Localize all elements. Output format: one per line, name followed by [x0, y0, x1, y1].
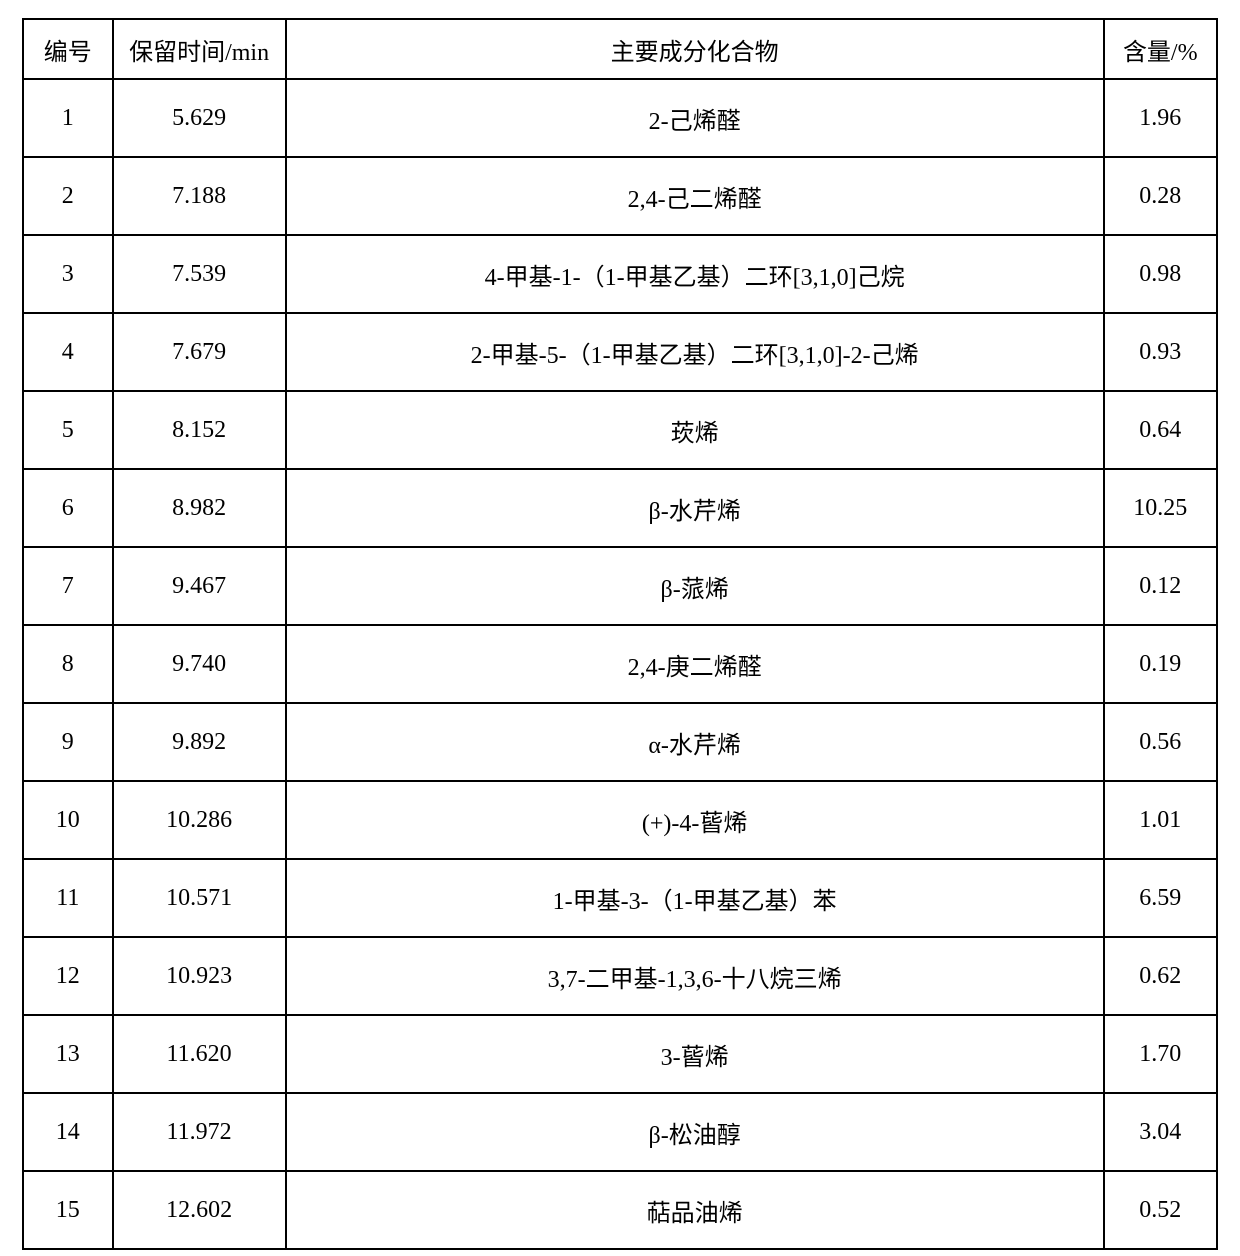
cell-compound: β-水芹烯	[286, 469, 1104, 547]
cell-retention: 8.982	[113, 469, 286, 547]
col-header-content: 含量/%	[1104, 19, 1217, 79]
table-row: 5 8.152 莰烯 0.64	[23, 391, 1217, 469]
cell-content: 0.52	[1104, 1171, 1217, 1249]
cell-id: 14	[23, 1093, 113, 1171]
cell-id: 10	[23, 781, 113, 859]
cell-compound: 4-甲基-1-（1-甲基乙基）二环[3,1,0]己烷	[286, 235, 1104, 313]
table-row: 9 9.892 α-水芹烯 0.56	[23, 703, 1217, 781]
cell-id: 1	[23, 79, 113, 157]
cell-retention: 8.152	[113, 391, 286, 469]
cell-content: 3.04	[1104, 1093, 1217, 1171]
cell-content: 0.19	[1104, 625, 1217, 703]
cell-retention: 12.602	[113, 1171, 286, 1249]
cell-id: 8	[23, 625, 113, 703]
cell-id: 12	[23, 937, 113, 1015]
cell-compound: 3-蒈烯	[286, 1015, 1104, 1093]
table-row: 15 12.602 萜品油烯 0.52	[23, 1171, 1217, 1249]
cell-id: 9	[23, 703, 113, 781]
cell-compound: 1-甲基-3-（1-甲基乙基）苯	[286, 859, 1104, 937]
col-header-id: 编号	[23, 19, 113, 79]
table-row: 11 10.571 1-甲基-3-（1-甲基乙基）苯 6.59	[23, 859, 1217, 937]
cell-retention: 5.629	[113, 79, 286, 157]
table-row: 7 9.467 β-蒎烯 0.12	[23, 547, 1217, 625]
cell-compound: 2,4-己二烯醛	[286, 157, 1104, 235]
cell-id: 3	[23, 235, 113, 313]
cell-retention: 10.923	[113, 937, 286, 1015]
cell-content: 1.96	[1104, 79, 1217, 157]
cell-id: 7	[23, 547, 113, 625]
cell-retention: 9.892	[113, 703, 286, 781]
cell-content: 0.56	[1104, 703, 1217, 781]
cell-retention: 9.740	[113, 625, 286, 703]
cell-content: 0.28	[1104, 157, 1217, 235]
cell-id: 13	[23, 1015, 113, 1093]
cell-compound: 莰烯	[286, 391, 1104, 469]
table-row: 3 7.539 4-甲基-1-（1-甲基乙基）二环[3,1,0]己烷 0.98	[23, 235, 1217, 313]
cell-retention: 7.188	[113, 157, 286, 235]
cell-compound: β-蒎烯	[286, 547, 1104, 625]
table-row: 1 5.629 2-己烯醛 1.96	[23, 79, 1217, 157]
cell-content: 1.70	[1104, 1015, 1217, 1093]
cell-compound: 3,7-二甲基-1,3,6-十八烷三烯	[286, 937, 1104, 1015]
table-row: 14 11.972 β-松油醇 3.04	[23, 1093, 1217, 1171]
cell-id: 5	[23, 391, 113, 469]
cell-content: 0.62	[1104, 937, 1217, 1015]
cell-retention: 7.539	[113, 235, 286, 313]
cell-compound: 2-己烯醛	[286, 79, 1104, 157]
table-body: 1 5.629 2-己烯醛 1.96 2 7.188 2,4-己二烯醛 0.28…	[23, 79, 1217, 1249]
cell-content: 0.93	[1104, 313, 1217, 391]
table-row: 6 8.982 β-水芹烯 10.25	[23, 469, 1217, 547]
cell-content: 6.59	[1104, 859, 1217, 937]
table-row: 8 9.740 2,4-庚二烯醛 0.19	[23, 625, 1217, 703]
cell-content: 0.98	[1104, 235, 1217, 313]
table-row: 13 11.620 3-蒈烯 1.70	[23, 1015, 1217, 1093]
cell-content: 10.25	[1104, 469, 1217, 547]
cell-id: 2	[23, 157, 113, 235]
col-header-retention: 保留时间/min	[113, 19, 286, 79]
table-row: 10 10.286 (+)-4-蒈烯 1.01	[23, 781, 1217, 859]
cell-retention: 11.620	[113, 1015, 286, 1093]
cell-content: 1.01	[1104, 781, 1217, 859]
cell-id: 6	[23, 469, 113, 547]
cell-id: 15	[23, 1171, 113, 1249]
cell-retention: 10.571	[113, 859, 286, 937]
cell-id: 4	[23, 313, 113, 391]
cell-compound: 萜品油烯	[286, 1171, 1104, 1249]
cell-compound: β-松油醇	[286, 1093, 1104, 1171]
cell-compound: 2-甲基-5-（1-甲基乙基）二环[3,1,0]-2-己烯	[286, 313, 1104, 391]
cell-compound: (+)-4-蒈烯	[286, 781, 1104, 859]
col-header-compound: 主要成分化合物	[286, 19, 1104, 79]
cell-compound: 2,4-庚二烯醛	[286, 625, 1104, 703]
cell-retention: 7.679	[113, 313, 286, 391]
table-row: 4 7.679 2-甲基-5-（1-甲基乙基）二环[3,1,0]-2-己烯 0.…	[23, 313, 1217, 391]
cell-id: 11	[23, 859, 113, 937]
table-row: 2 7.188 2,4-己二烯醛 0.28	[23, 157, 1217, 235]
cell-retention: 11.972	[113, 1093, 286, 1171]
cell-content: 0.12	[1104, 547, 1217, 625]
cell-retention: 10.286	[113, 781, 286, 859]
table-row: 12 10.923 3,7-二甲基-1,3,6-十八烷三烯 0.62	[23, 937, 1217, 1015]
cell-compound: α-水芹烯	[286, 703, 1104, 781]
cell-retention: 9.467	[113, 547, 286, 625]
cell-content: 0.64	[1104, 391, 1217, 469]
page: 编号 保留时间/min 主要成分化合物 含量/% 1 5.629 2-己烯醛 1…	[0, 0, 1240, 1256]
table-header-row: 编号 保留时间/min 主要成分化合物 含量/%	[23, 19, 1217, 79]
compound-table: 编号 保留时间/min 主要成分化合物 含量/% 1 5.629 2-己烯醛 1…	[22, 18, 1218, 1250]
